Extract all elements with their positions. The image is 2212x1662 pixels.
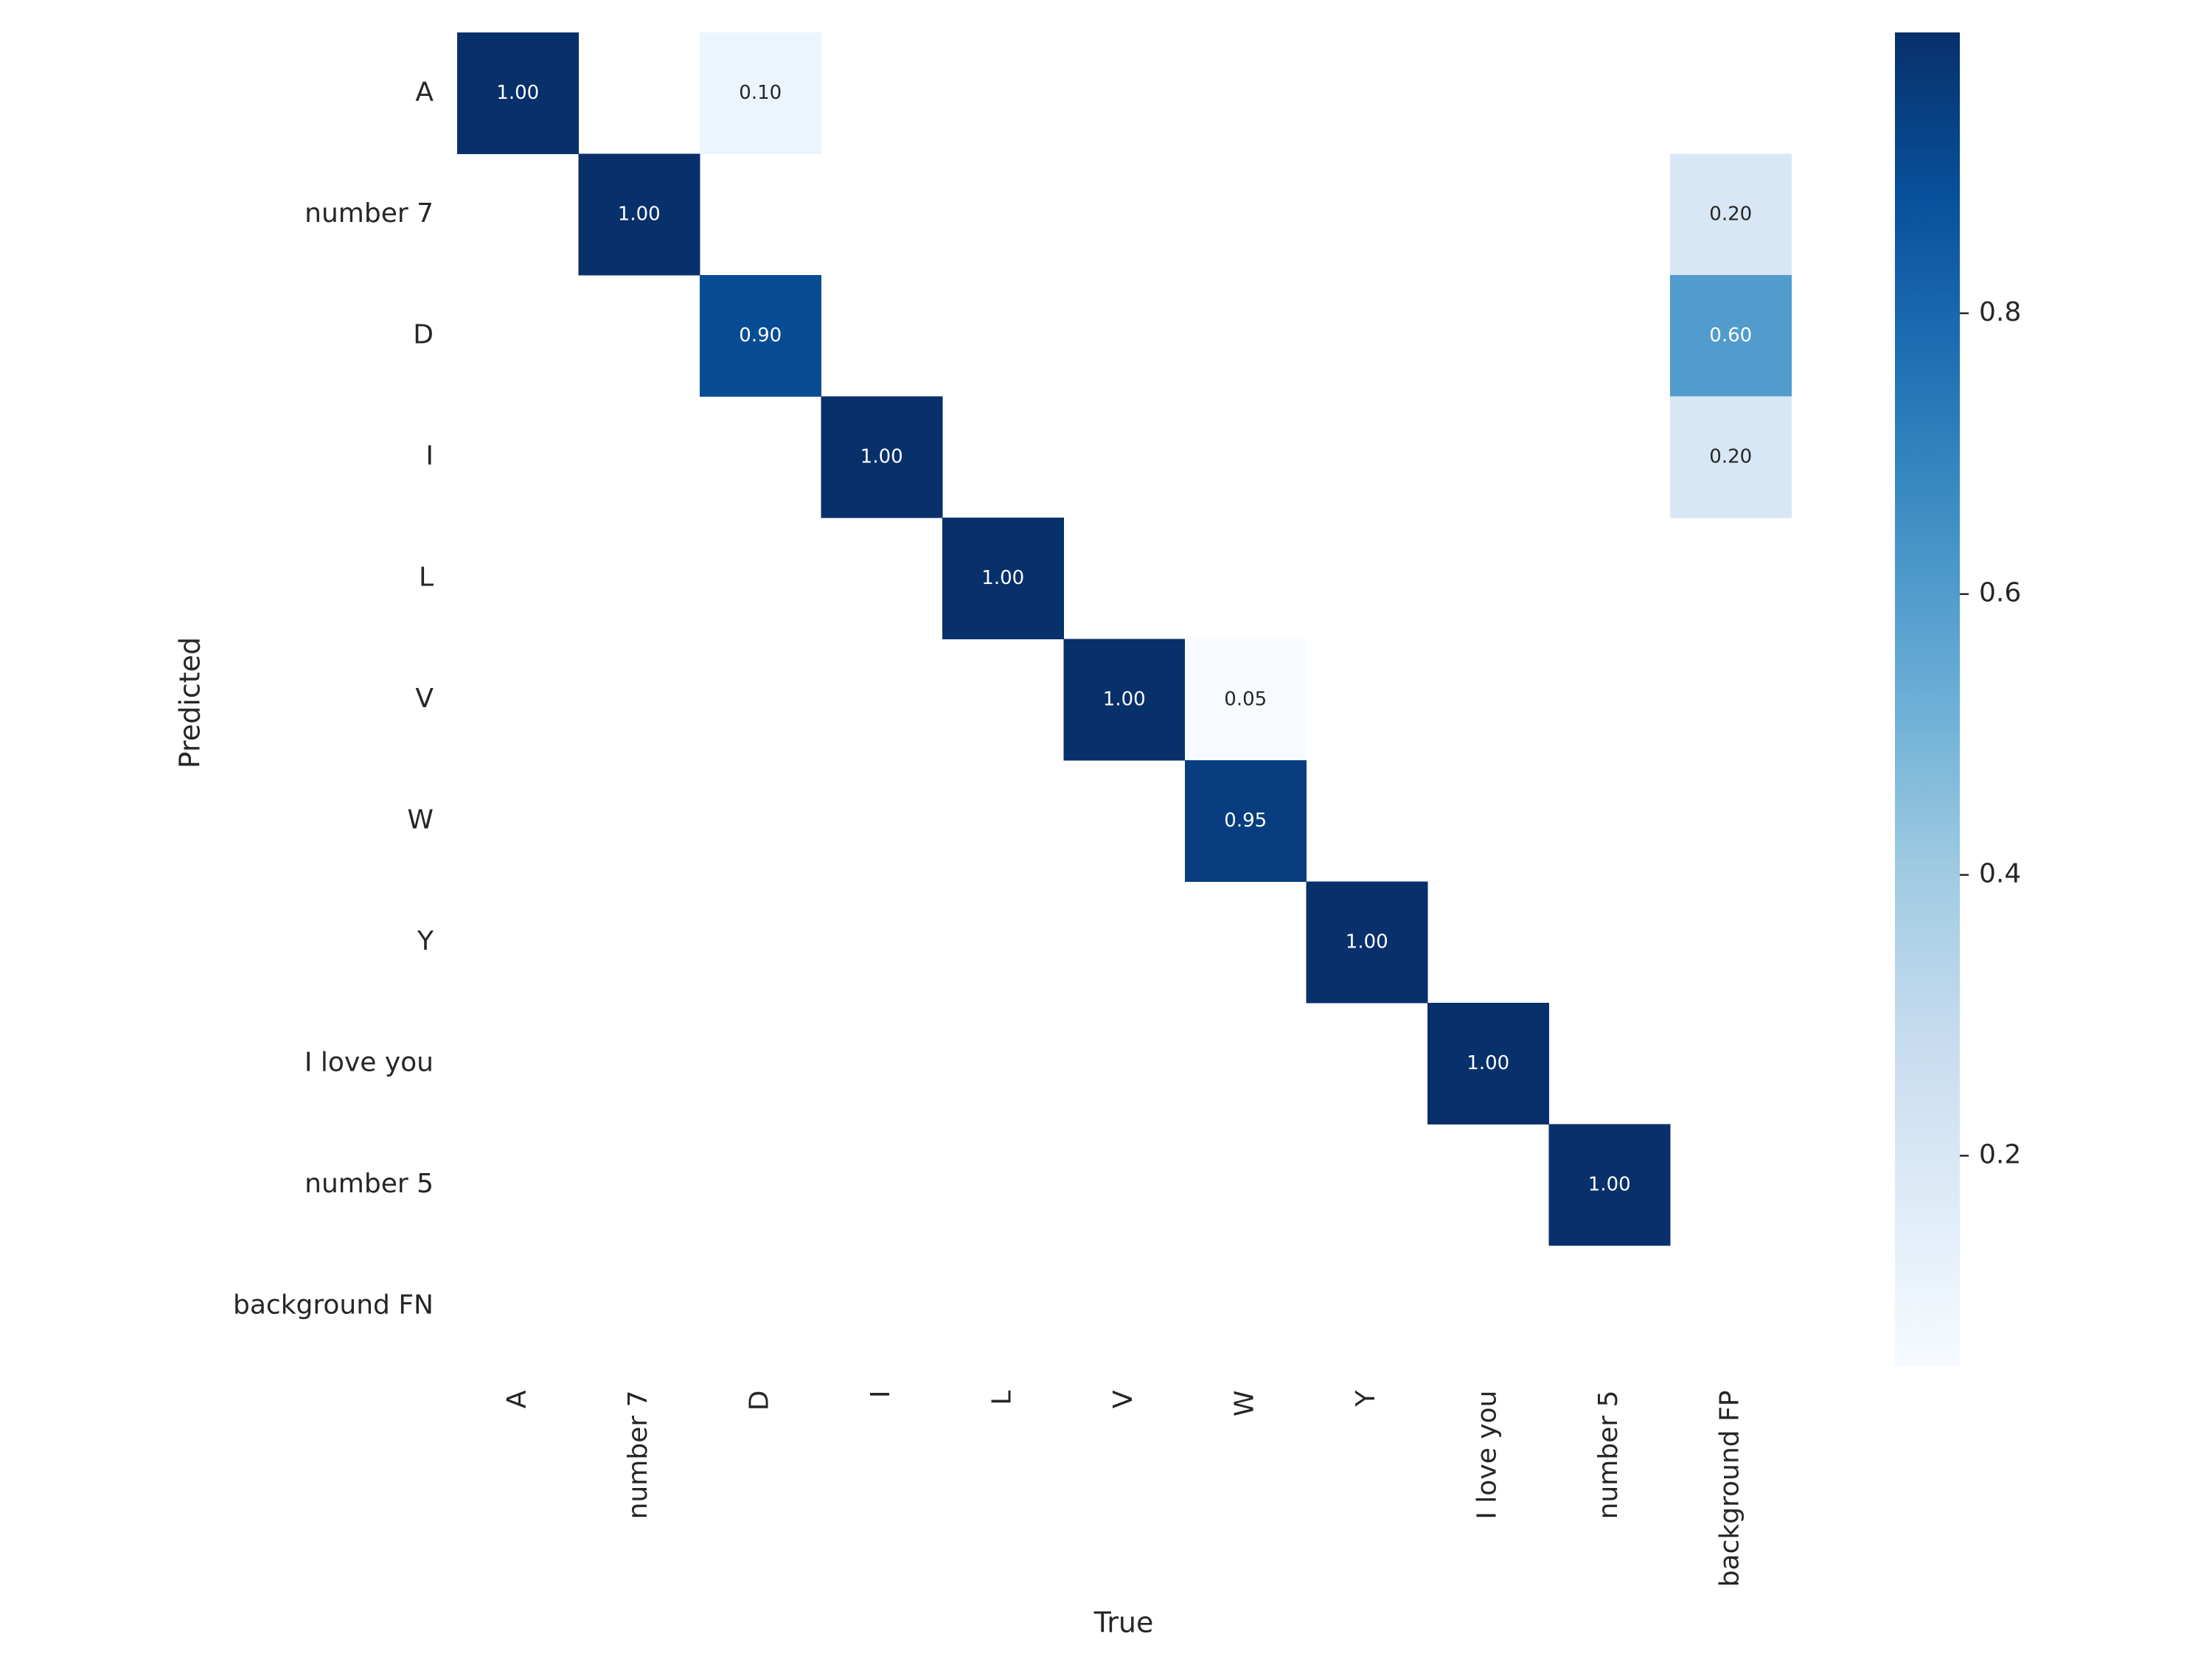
colorbar-tick-label: 0.4 xyxy=(1979,859,2021,889)
cell-value-label: 0.20 xyxy=(1709,203,1752,225)
x-tick-label: L xyxy=(987,1391,1017,1405)
heatmap-cell xyxy=(700,275,821,397)
x-tick-label: W xyxy=(1229,1391,1259,1417)
y-tick-label: number 7 xyxy=(305,198,434,229)
heatmap-cell xyxy=(1670,153,1792,276)
y-tick-label: number 5 xyxy=(305,1169,434,1199)
heatmap-cell xyxy=(1185,639,1307,761)
y-tick-label: V xyxy=(415,684,434,714)
colorbar: 0.2 0.4 0.6 0.8 xyxy=(1895,32,2021,1366)
y-tick-label: L xyxy=(419,562,434,592)
x-tick-label: V xyxy=(1108,1390,1138,1408)
heatmap-cell xyxy=(1063,639,1186,761)
colorbar-tick-label: 0.2 xyxy=(1979,1139,2021,1169)
heatmap-cell xyxy=(578,153,700,276)
colorbar-tick-label: 0.8 xyxy=(1979,297,2021,327)
cell-value-label: 1.00 xyxy=(618,203,661,225)
cell-value-label: 1.00 xyxy=(1346,931,1388,953)
cell-value-label: 1.00 xyxy=(981,567,1024,589)
x-axis-label: True xyxy=(1093,1607,1154,1639)
y-tick-label: Y xyxy=(417,926,434,956)
cell-value-label: 1.00 xyxy=(860,445,903,467)
cell-value-label: 0.95 xyxy=(1224,810,1267,832)
x-tick-label: I xyxy=(866,1391,896,1399)
y-tick-label: W xyxy=(407,804,434,835)
cell-value-label: 0.20 xyxy=(1709,445,1752,467)
heatmap-cell xyxy=(821,396,943,518)
y-axis-label: Predicted xyxy=(174,637,206,768)
x-tick-label: number 5 xyxy=(1593,1391,1624,1520)
x-tick-label: Y xyxy=(1351,1390,1381,1408)
heatmap-cell xyxy=(1670,275,1792,397)
cell-value-label: 1.00 xyxy=(496,82,539,104)
cell-value-label: 0.60 xyxy=(1709,324,1752,347)
x-tick-label: A xyxy=(501,1390,532,1408)
y-tick-label: A xyxy=(415,77,434,107)
x-tick-label: D xyxy=(744,1391,774,1411)
y-tick-label: D xyxy=(413,319,434,350)
heatmap-cell xyxy=(700,32,821,154)
x-tick-label: background FP xyxy=(1714,1391,1745,1588)
y-tick-label: I love you xyxy=(305,1047,434,1077)
x-tick-label: number 7 xyxy=(623,1391,653,1520)
cell-value-label: 0.10 xyxy=(739,82,782,104)
y-tick-label: background FN xyxy=(233,1290,434,1320)
cell-value-label: 0.90 xyxy=(739,324,782,347)
heatmap-cell xyxy=(457,32,579,154)
heatmap-cells: 1.00 0.10 1.00 0.20 0.90 0.60 1.00 0.20 1.00 1.00… xyxy=(457,32,1792,1246)
cell-value-label: 1.00 xyxy=(1588,1173,1631,1195)
x-tick-label: I love you xyxy=(1472,1391,1502,1520)
cell-value-label: 1.00 xyxy=(1103,688,1146,710)
cell-value-label: 1.00 xyxy=(1467,1052,1509,1074)
heatmap-cell xyxy=(1185,760,1307,882)
heatmap-cell xyxy=(1427,1003,1549,1124)
y-tick-label: I xyxy=(425,441,434,471)
colorbar-gradient xyxy=(1895,32,1960,1366)
cell-value-label: 0.05 xyxy=(1224,688,1267,710)
heatmap-cell xyxy=(1306,881,1428,1004)
colorbar-tick-label: 0.6 xyxy=(1979,578,2021,608)
heatmap-cell xyxy=(1548,1124,1671,1246)
heatmap-cell xyxy=(942,518,1064,639)
heatmap-cell xyxy=(1670,396,1792,518)
